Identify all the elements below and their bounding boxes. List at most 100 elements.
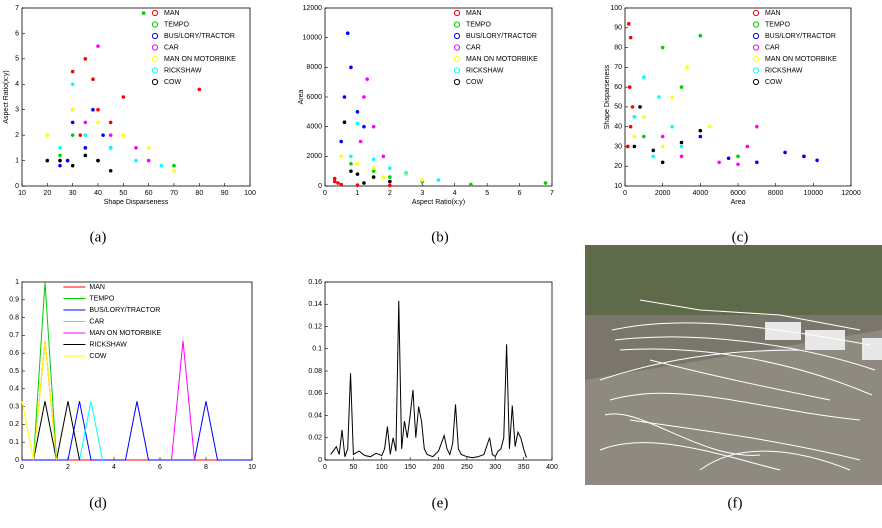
x-tick-label: 300 [489, 464, 501, 471]
plot-frame [21, 7, 251, 187]
y-axis-label: Aspect Ratio(x:y) [3, 70, 10, 123]
point [628, 35, 633, 40]
point [642, 75, 646, 80]
y-tick-label: 30 [614, 143, 622, 150]
point [388, 179, 392, 184]
legend-label: RICKSHAW [466, 67, 504, 74]
legend-label: CAR [466, 44, 481, 51]
x-tick-label: 350 [518, 464, 530, 471]
point [381, 154, 386, 159]
point [339, 139, 344, 144]
line [21, 340, 57, 461]
trajectories [599, 299, 876, 471]
point [628, 124, 633, 129]
point [698, 134, 703, 139]
point [755, 124, 759, 129]
y-tick-label: 0 [15, 183, 19, 190]
y-tick-label: 0.08 [308, 368, 322, 375]
legend-swatch [752, 78, 760, 86]
x-tick-label: 60 [145, 190, 153, 197]
legend-swatch [752, 67, 760, 74]
legend-label: BUS/LORY/TRACTOR [466, 33, 537, 40]
y-axis-label: Shape Disparseness [604, 64, 611, 129]
x-tick-label: 400 [546, 464, 558, 471]
point [70, 133, 75, 137]
point [349, 154, 353, 159]
y-tick-label: 6000 [306, 94, 322, 101]
y-tick-label: 0.1 [312, 346, 322, 353]
x-tick-label: 10 [248, 464, 256, 471]
y-tick-label: 12000 [303, 5, 323, 12]
y-tick-label: 60 [614, 84, 622, 91]
y-tick-label: 0.7 [9, 332, 19, 339]
point [726, 156, 731, 161]
legend-label: MAN [765, 10, 781, 17]
photo-bus [805, 330, 845, 350]
x-tick-label: 80 [195, 190, 203, 197]
x-tick-label: 200 [433, 464, 445, 471]
y-tick-label: 1 [15, 157, 19, 164]
legend-label: RICKSHAW [164, 67, 202, 74]
legend-label: RICKSHAW [89, 341, 127, 348]
y-tick-label: 10 [614, 183, 622, 190]
point [96, 44, 100, 48]
x-tick-label: 0 [323, 190, 327, 197]
point [469, 182, 473, 187]
point [332, 176, 337, 181]
legend-swatch [151, 78, 159, 86]
legend-swatch [453, 32, 461, 40]
y-tick-label: 0.04 [308, 412, 322, 419]
point [83, 153, 88, 158]
point [349, 169, 353, 173]
y-tick-label: 7 [15, 5, 19, 12]
legend-swatch [151, 9, 159, 17]
y-tick-label: 3 [15, 107, 19, 114]
line [330, 300, 527, 459]
caption: (c) [732, 229, 749, 245]
y-tick-label: 0.8 [9, 314, 19, 321]
x-tick-label: 4000 [693, 190, 709, 197]
point [70, 163, 75, 168]
point [339, 182, 344, 187]
x-tick-label: 50 [119, 190, 127, 197]
point [388, 183, 392, 188]
legend-label: COW [164, 79, 182, 86]
x-tick-label: 150 [404, 464, 416, 471]
legend-label: TEMPO [89, 295, 114, 302]
legend-swatch [151, 21, 159, 28]
legend-label: CAR [164, 44, 179, 51]
y-tick-label: 0.5 [9, 368, 19, 375]
y-tick-label: 70 [614, 64, 622, 71]
y-tick-label: 0 [318, 457, 322, 464]
point [336, 181, 340, 185]
point [358, 139, 363, 144]
point [121, 95, 126, 99]
legend-swatch [453, 9, 461, 17]
x-tick-label: 6 [518, 190, 522, 197]
point [802, 154, 806, 159]
point [342, 120, 347, 125]
point [436, 178, 441, 182]
point [108, 146, 113, 150]
point [70, 107, 75, 112]
caption: (d) [89, 495, 107, 511]
line [22, 401, 252, 461]
x-axis-label: Shape Disparseness [104, 199, 169, 206]
y-tick-label: 10000 [303, 35, 323, 42]
point [679, 154, 684, 159]
x-tick-label: 4 [112, 464, 116, 471]
x-tick-label: 20 [43, 190, 51, 197]
point [717, 160, 721, 165]
legend-label: COW [765, 79, 783, 86]
x-tick-label: 0 [623, 190, 627, 197]
point [96, 120, 100, 125]
x-tick-label: 30 [69, 190, 77, 197]
x-tick-label: 2 [66, 464, 70, 471]
legend-label: COW [466, 79, 484, 86]
point [660, 134, 665, 139]
x-tick-label: 4 [453, 190, 457, 197]
point [679, 85, 684, 89]
point [679, 140, 684, 145]
point [638, 105, 642, 109]
